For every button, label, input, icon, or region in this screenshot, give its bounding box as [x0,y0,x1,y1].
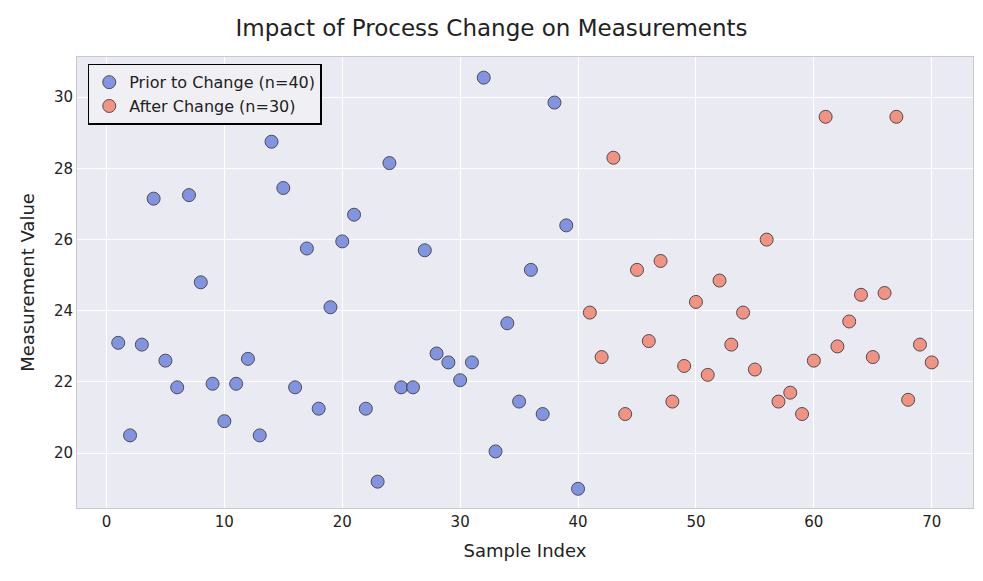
svg-text:Sample Index: Sample Index [464,540,587,561]
svg-text:26: 26 [54,231,73,249]
svg-text:30: 30 [451,513,470,531]
svg-text:28: 28 [54,160,73,178]
svg-text:Prior to Change (n=40): Prior to Change (n=40) [129,73,315,92]
svg-text:50: 50 [686,513,705,531]
svg-text:Impact of Process Change on Me: Impact of Process Change on Measurements [235,15,747,41]
svg-text:After Change (n=30): After Change (n=30) [129,97,295,116]
svg-text:20: 20 [333,513,352,531]
svg-text:70: 70 [922,513,941,531]
svg-text:60: 60 [804,513,823,531]
svg-text:0: 0 [102,513,112,531]
svg-text:30: 30 [54,88,73,106]
svg-text:Measurement Value: Measurement Value [17,193,38,372]
svg-text:22: 22 [54,373,73,391]
svg-text:24: 24 [54,302,73,320]
svg-text:10: 10 [215,513,234,531]
svg-text:20: 20 [54,444,73,462]
svg-text:40: 40 [569,513,588,531]
